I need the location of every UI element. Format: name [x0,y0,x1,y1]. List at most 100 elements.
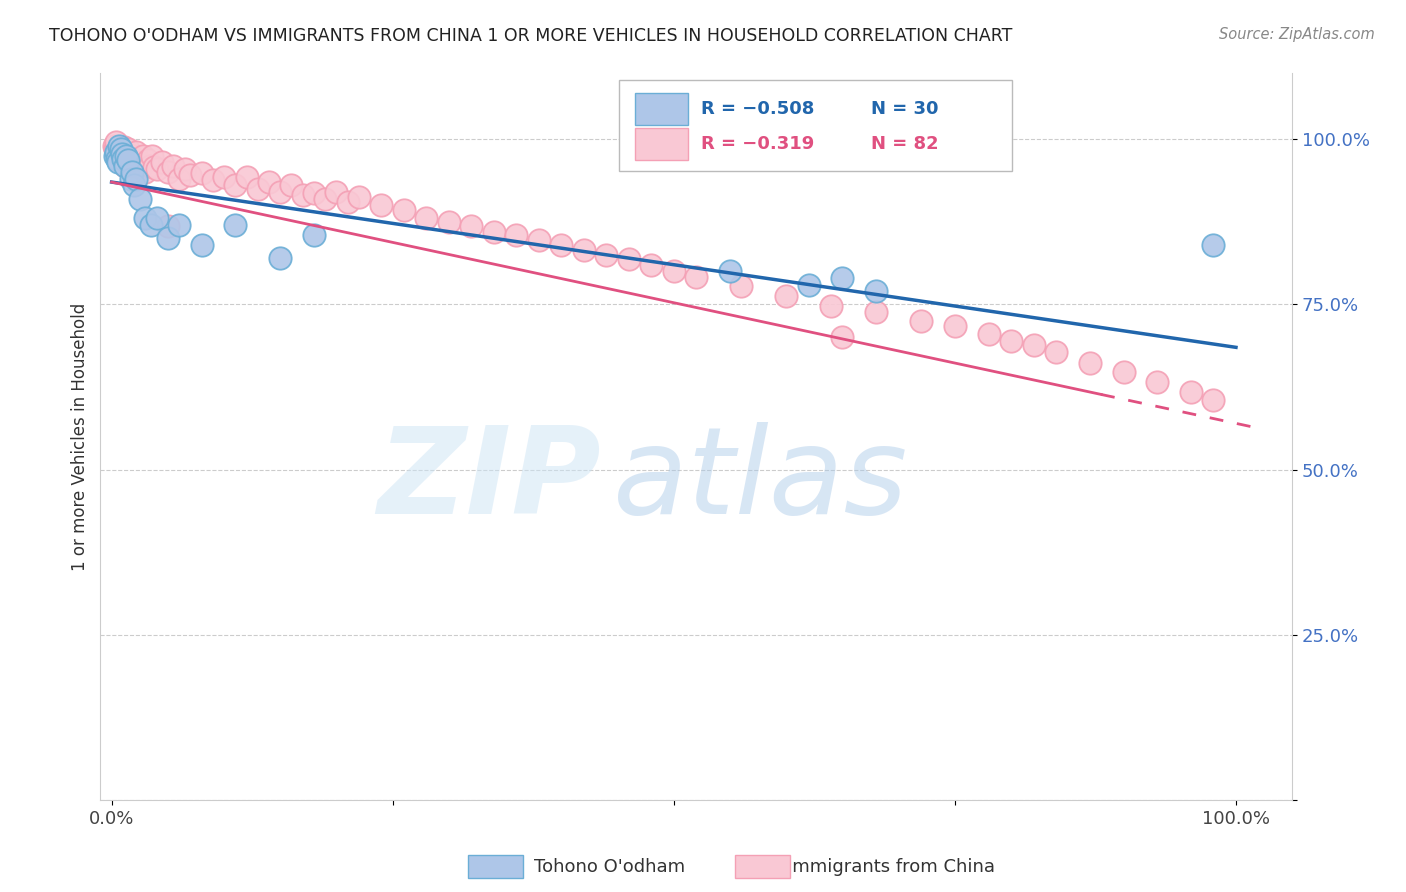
Point [112,140,135,154]
Point [107,155,129,169]
Point [136,153,159,168]
Point [595,248,617,262]
Point [943,318,966,333]
Point [257,175,280,189]
Point [117,153,139,168]
Point [797,277,820,292]
Point [111,152,134,166]
Point [141,148,163,162]
Point [527,233,550,247]
Point [460,219,482,234]
Point [122,159,145,173]
Point [121,148,143,162]
Point [129,160,152,174]
Point [108,153,131,168]
Point [1078,355,1101,369]
Point [831,330,853,344]
Point [156,231,179,245]
Point [302,186,325,201]
Point [110,142,132,156]
Point [865,284,887,298]
Point [122,178,145,193]
Point [121,165,143,179]
Text: N = 82: N = 82 [872,135,939,153]
Point [167,171,190,186]
FancyBboxPatch shape [636,128,688,160]
Point [280,178,302,193]
Point [291,188,314,202]
Point [173,161,195,176]
Point [167,218,190,232]
FancyBboxPatch shape [619,80,1012,171]
Point [122,152,145,166]
Point [104,142,127,156]
Text: Tohono O'odham: Tohono O'odham [534,858,685,876]
Point [224,218,246,232]
Point [111,146,134,161]
Text: Source: ZipAtlas.com: Source: ZipAtlas.com [1219,27,1375,42]
Point [831,271,853,285]
Point [1180,384,1202,399]
Point [302,227,325,242]
Point [505,227,527,242]
Point [179,169,201,183]
Point [1022,338,1045,352]
Point [120,155,142,169]
Point [150,155,173,169]
Point [235,170,257,185]
Point [132,148,155,162]
Point [775,289,797,303]
Text: atlas: atlas [613,422,908,539]
Point [120,171,142,186]
Point [1202,393,1225,408]
Point [105,145,128,160]
Point [201,173,224,187]
Point [105,148,128,162]
Point [269,251,291,265]
Point [1045,345,1067,359]
Point [111,152,134,166]
Text: N = 30: N = 30 [872,100,939,118]
Point [685,269,707,284]
Point [139,159,162,173]
Point [134,211,156,226]
Text: R = −0.319: R = −0.319 [702,135,814,153]
Point [103,138,125,153]
Point [910,314,932,328]
Point [143,160,166,174]
Point [110,146,132,161]
Point [114,159,136,173]
Point [156,219,179,234]
Point [820,299,842,313]
Point [865,305,887,319]
Point [162,159,184,173]
Text: R = −0.508: R = −0.508 [702,100,814,118]
Point [117,142,139,156]
Text: Immigrants from China: Immigrants from China [787,858,995,876]
Point [314,192,336,206]
Point [617,252,640,267]
Point [114,159,136,173]
Point [107,145,129,160]
Text: TOHONO O'ODHAM VS IMMIGRANTS FROM CHINA 1 OR MORE VEHICLES IN HOUSEHOLD CORRELAT: TOHONO O'ODHAM VS IMMIGRANTS FROM CHINA … [49,27,1012,45]
Point [128,192,150,206]
Point [118,151,141,165]
Point [156,165,179,179]
Point [662,264,685,278]
Point [730,278,752,293]
Point [977,327,1000,342]
Point [111,155,134,169]
Point [108,138,131,153]
Point [325,185,347,199]
Point [190,166,212,180]
Point [246,182,269,196]
Point [145,161,167,176]
Point [392,203,415,218]
Point [1146,376,1168,390]
Point [145,211,167,226]
Point [117,153,139,168]
Point [115,148,138,162]
FancyBboxPatch shape [636,93,688,125]
Point [347,190,370,204]
Point [1112,365,1135,379]
